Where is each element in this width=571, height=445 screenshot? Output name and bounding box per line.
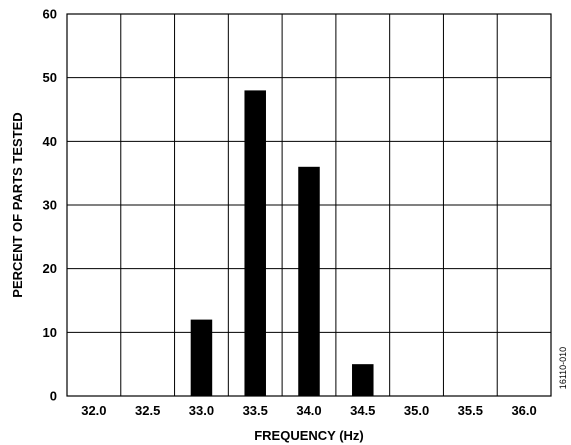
y-tick-label: 30: [43, 198, 57, 213]
y-tick-label: 60: [43, 7, 57, 22]
grid-lines: [67, 14, 551, 396]
y-axis-label: PERCENT OF PARTS TESTED: [10, 112, 25, 297]
bar-33.5: [244, 90, 266, 397]
x-tick-label: 32.0: [81, 403, 106, 418]
x-tick-label: 33.0: [189, 403, 214, 418]
y-tick-label: 20: [43, 261, 57, 276]
y-tick-label: 0: [50, 389, 57, 404]
y-tick-labels: 0 10 20 30 40 50 60: [43, 7, 57, 404]
x-tick-label: 34.0: [296, 403, 321, 418]
bars: [190, 90, 374, 397]
bar-34.5: [352, 364, 374, 396]
x-tick-label: 36.0: [511, 403, 536, 418]
x-axis-label: FREQUENCY (Hz): [254, 428, 364, 443]
bar-33.0: [190, 319, 213, 396]
x-tick-labels: 32.0 32.5 33.0 33.5 34.0 34.5 35.0 35.5 36.0: [81, 403, 537, 418]
plot-frame: [66, 13, 552, 397]
y-tick-label: 50: [43, 70, 57, 85]
y-tick-label: 10: [43, 325, 57, 340]
x-tick-label: 35.5: [458, 403, 483, 418]
x-tick-label: 33.5: [243, 403, 268, 418]
figure-code: 16110-010: [558, 347, 568, 389]
bar-34.0: [298, 166, 320, 396]
y-tick-label: 40: [43, 134, 57, 149]
x-tick-label: 32.5: [135, 403, 160, 418]
x-tick-label: 34.5: [350, 403, 375, 418]
x-tick-label: 35.0: [404, 403, 429, 418]
